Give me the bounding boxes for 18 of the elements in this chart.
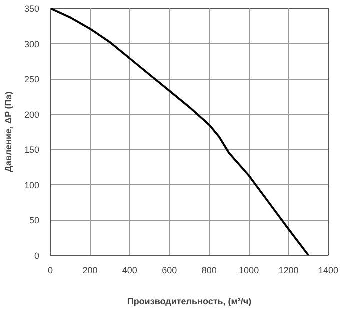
y-tick-label: 350 <box>24 4 40 14</box>
y-tick-label: 250 <box>24 74 40 85</box>
y-axis-title: Давление, ΔP (Па) <box>3 92 14 172</box>
x-tick-label: 0 <box>48 266 54 276</box>
x-tick-label: 800 <box>202 266 217 276</box>
y-tick-label: 200 <box>24 110 40 120</box>
x-tick-label: 400 <box>122 266 138 276</box>
y-tick-label: 100 <box>24 180 40 190</box>
x-tick-label: 1400 <box>318 266 339 276</box>
y-tick-label: 50 <box>29 216 40 226</box>
x-tick-label: 1200 <box>278 266 299 276</box>
x-axis-title: Производительность, (м³/ч) <box>127 296 252 306</box>
y-tick-label: 0 <box>34 251 40 261</box>
x-tick-label: 600 <box>162 266 178 276</box>
y-tick-label: 300 <box>24 39 40 50</box>
x-tick-label: 1000 <box>239 266 260 276</box>
y-tick-label: 150 <box>24 145 40 156</box>
x-tick-label: 200 <box>82 266 98 276</box>
